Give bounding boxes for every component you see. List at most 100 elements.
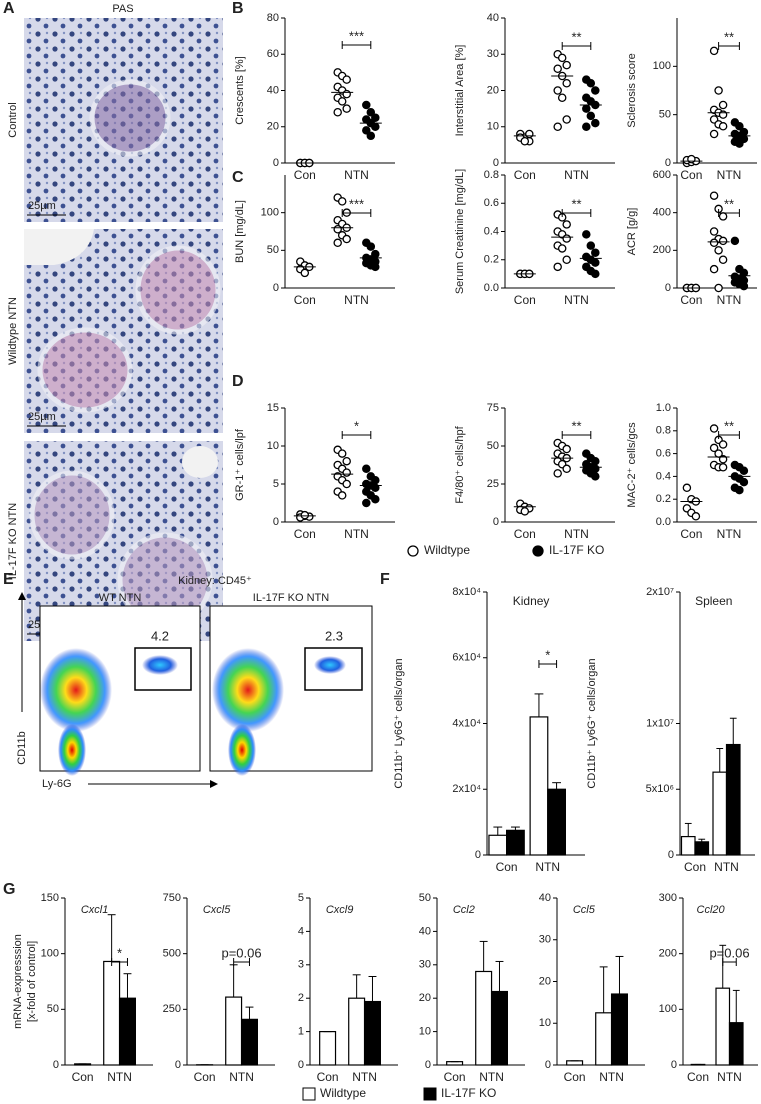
data-point xyxy=(342,104,351,113)
y-axis-label: mRNA-expresssion xyxy=(12,934,24,1029)
bar xyxy=(715,987,731,1066)
chart-title: Spleen xyxy=(695,594,732,608)
legend-marker xyxy=(302,1087,316,1101)
flow-plot-title: WT NTN xyxy=(99,592,142,604)
chart-title: Cxcl5 xyxy=(203,904,231,916)
chart-title: Kidney xyxy=(513,594,550,608)
data-point xyxy=(718,100,728,110)
y-tick-label: 20 xyxy=(419,992,431,1004)
y-tick-label: 0 xyxy=(273,282,279,294)
data-point xyxy=(718,212,728,221)
data-point xyxy=(337,197,347,206)
y-tick-label: 0 xyxy=(545,1059,551,1071)
y-tick-label: 0 xyxy=(665,157,671,169)
y-tick-label: 0 xyxy=(298,1059,304,1071)
x-tick-label: Con xyxy=(680,527,702,541)
y-axis-label: BUN [mg/dL] xyxy=(234,200,246,263)
data-point xyxy=(562,79,571,88)
data-point xyxy=(714,246,723,255)
x-tick-label: NTN xyxy=(717,293,742,307)
y-tick-label: 4 xyxy=(298,925,304,937)
y-tick-label: 0.4 xyxy=(656,470,671,482)
y-tick-label: 0 xyxy=(475,849,481,861)
y-tick-label: 0.6 xyxy=(656,448,671,460)
glomerulus xyxy=(37,327,133,413)
chart-title: Cxcl9 xyxy=(326,904,354,916)
data-point xyxy=(718,255,728,264)
y-tick-label: 0.8 xyxy=(484,169,499,181)
data-point xyxy=(591,269,600,279)
data-point xyxy=(366,131,376,141)
y-tick-label: 0.4 xyxy=(484,225,499,237)
bar xyxy=(610,993,628,1066)
y-tick-label: 25 xyxy=(487,478,499,490)
y-tick-label: 50 xyxy=(659,109,671,121)
data-point xyxy=(337,97,347,106)
panel-label: E xyxy=(3,571,14,588)
y-tick-label: 30 xyxy=(539,934,551,946)
bar xyxy=(529,716,549,856)
data-point xyxy=(362,464,371,474)
bar xyxy=(595,1012,613,1066)
data-point xyxy=(371,262,380,272)
x-tick-label: Con xyxy=(684,860,706,874)
y-tick-label: 200 xyxy=(659,948,677,960)
y-tick-label: 0.2 xyxy=(656,493,671,505)
data-point xyxy=(562,234,571,243)
x-tick-label: NTN xyxy=(535,860,560,874)
x-tick-label: NTN xyxy=(714,860,739,874)
data-point xyxy=(366,242,376,251)
x-tick-label: Con xyxy=(444,1070,466,1084)
scale-bar-label: 25µm xyxy=(28,200,56,212)
x-tick-label: NTN xyxy=(717,1070,742,1084)
population xyxy=(40,648,112,732)
significance-label: ** xyxy=(724,196,734,211)
data-point xyxy=(342,234,351,244)
significance-label: ** xyxy=(724,418,734,433)
y-tick-label: 10 xyxy=(419,1026,431,1038)
y-tick-label: 0.6 xyxy=(484,197,499,209)
flow-y-axis: CD11b xyxy=(16,731,28,764)
y-axis-label: GR-1⁺ cells/lpf xyxy=(234,428,246,501)
data-point xyxy=(371,122,380,132)
bar xyxy=(490,990,508,1066)
data-point xyxy=(557,93,567,103)
significance-label: p=0.06 xyxy=(221,945,261,960)
data-point xyxy=(525,129,534,139)
bar xyxy=(225,996,243,1066)
data-point xyxy=(735,139,744,148)
y-tick-label: 100 xyxy=(261,207,279,219)
bar xyxy=(103,960,121,1066)
chart-title: Ccl20 xyxy=(697,904,726,916)
x-tick-label: NTN xyxy=(564,168,589,182)
population xyxy=(228,724,256,776)
x-tick-label: NTN xyxy=(717,168,742,182)
y-tick-label: 0 xyxy=(53,1059,59,1071)
data-point xyxy=(586,241,596,250)
population xyxy=(142,655,178,675)
x-tick-label: Con xyxy=(294,527,316,541)
data-point xyxy=(562,115,571,124)
y-axis-label: CD11b⁺ Ly6G⁺ cells/organ xyxy=(393,658,405,788)
x-tick-label: Con xyxy=(72,1070,94,1084)
bar xyxy=(319,1030,337,1066)
y-tick-label: 30 xyxy=(487,48,499,60)
data-point xyxy=(342,75,351,84)
x-tick-label: NTN xyxy=(229,1070,254,1084)
data-point xyxy=(562,444,571,454)
significance-label: ** xyxy=(571,418,581,433)
data-point xyxy=(709,424,719,433)
data-point xyxy=(582,104,591,113)
y-tick-label: 8x10⁴ xyxy=(452,586,481,598)
y-tick-label: 1 xyxy=(298,1026,304,1038)
y-tick-label: 0 xyxy=(493,516,499,528)
y-tick-label: 100 xyxy=(653,60,671,72)
y-tick-label: 5 xyxy=(273,478,279,490)
data-point xyxy=(718,110,728,119)
y-tick-label: 40 xyxy=(487,12,499,24)
y-tick-label: 60 xyxy=(267,48,279,60)
data-point xyxy=(342,479,351,489)
data-point xyxy=(562,464,571,474)
bar xyxy=(566,1060,584,1066)
